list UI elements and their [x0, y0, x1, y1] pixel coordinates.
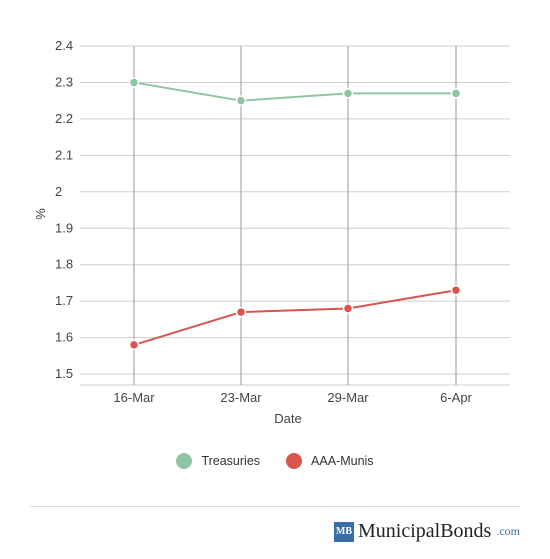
- grid: [80, 45, 510, 386]
- legend-label-aaa-munis: AAA-Munis: [311, 454, 374, 468]
- logo-tld: .com: [496, 524, 520, 538]
- data-point[interactable]: [235, 306, 247, 318]
- x-axis-title: Date: [274, 411, 301, 426]
- legend-label-treasuries: Treasuries: [201, 454, 261, 468]
- data-point[interactable]: [450, 284, 462, 296]
- y-axis-title: %: [33, 208, 48, 220]
- y-tick-label: 2: [55, 184, 62, 199]
- data-point[interactable]: [235, 95, 247, 106]
- data-point[interactable]: [342, 303, 354, 314]
- legend-item-aaa-munis[interactable]: AAA-Munis: [286, 453, 374, 469]
- data-point[interactable]: [342, 88, 354, 99]
- y-tick-label: 2.1: [55, 147, 73, 162]
- legend-swatch-aaa-munis: [286, 453, 303, 469]
- data-point[interactable]: [450, 88, 462, 99]
- y-tick-label: 2.2: [55, 111, 73, 126]
- y-tick-label: 1.5: [55, 366, 73, 381]
- series-line-0: [133, 81, 456, 102]
- series-lines: [128, 77, 462, 351]
- series-line-1: [133, 289, 457, 346]
- footer-divider: [30, 506, 520, 507]
- x-tick-labels: 16-Mar 23-Mar 29-Mar 6-Apr: [113, 390, 472, 405]
- y-tick-label: 1.6: [55, 330, 73, 345]
- y-tick-label: 1.7: [55, 293, 73, 308]
- line-chart: 2.4 2.3 2.2 2.1 2 1.9 1.8 1.7 1.6 1.5 16-Mar 23-Ma…: [33, 38, 510, 426]
- x-tick-label: 16-Mar: [113, 390, 155, 405]
- x-tick-label: 29-Mar: [327, 390, 369, 405]
- data-point[interactable]: [128, 77, 140, 88]
- x-tick-label: 23-Mar: [220, 390, 262, 405]
- y-tick-label: 1.9: [55, 220, 73, 235]
- y-tick-label: 2.3: [55, 74, 73, 89]
- legend-swatch-treasuries: [176, 453, 193, 469]
- legend: Treasuries AAA-Munis: [0, 453, 550, 469]
- data-point[interactable]: [128, 339, 140, 351]
- site-logo[interactable]: MB MunicipalBonds .com: [333, 520, 520, 543]
- logo-mark-icon: MB: [333, 521, 354, 542]
- x-tick-label: 6-Apr: [440, 390, 472, 405]
- y-tick-label: 1.8: [55, 257, 73, 272]
- y-tick-labels: 2.4 2.3 2.2 2.1 2 1.9 1.8 1.7 1.6 1.5: [55, 38, 73, 381]
- y-tick-label: 2.4: [55, 38, 73, 53]
- legend-item-treasuries[interactable]: Treasuries: [176, 453, 260, 469]
- logo-name: MunicipalBonds: [357, 520, 492, 542]
